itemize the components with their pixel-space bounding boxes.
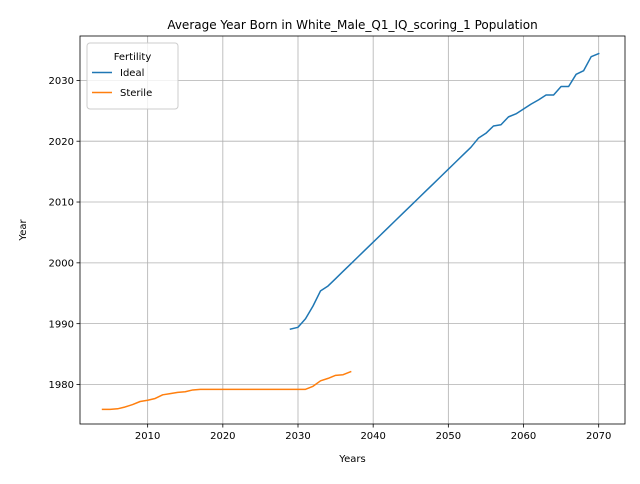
x-tick-label: 2060 <box>511 431 536 442</box>
series-lines <box>101 52 600 411</box>
y-tick-label: 2020 <box>49 137 74 148</box>
chart-title: Average Year Born in White_Male_Q1_IQ_sc… <box>167 18 537 32</box>
series-line-sterile <box>101 370 352 411</box>
y-tick-label: 2000 <box>49 258 74 269</box>
series-line-ideal <box>289 52 600 331</box>
legend-label-sterile: Sterile <box>120 88 152 99</box>
x-tick-label: 2030 <box>285 431 310 442</box>
y-tick-label: 2030 <box>49 76 74 87</box>
plot-frame <box>79 35 626 425</box>
legend-label-ideal: Ideal <box>120 68 144 79</box>
x-tick-label: 2020 <box>210 431 235 442</box>
legend-title: Fertility <box>114 52 152 63</box>
x-tick-label: 2070 <box>586 431 611 442</box>
y-axis-label: Year <box>18 219 29 242</box>
axis-ticks: 2010 2020 2030 2040 2050 2060 2070 1980 1990 2000… <box>49 76 612 442</box>
y-tick-label: 1990 <box>49 319 74 330</box>
y-tick-label: 1980 <box>49 380 74 391</box>
legend-items: Ideal Sterile <box>92 68 152 99</box>
x-tick-label: 2050 <box>436 431 461 442</box>
y-tick-label: 2010 <box>49 198 74 209</box>
legend: Fertility Ideal Sterile <box>86 42 179 110</box>
x-tick-label: 2040 <box>360 431 385 442</box>
x-tick-label: 2010 <box>135 431 160 442</box>
x-axis-label: Years <box>338 454 365 465</box>
